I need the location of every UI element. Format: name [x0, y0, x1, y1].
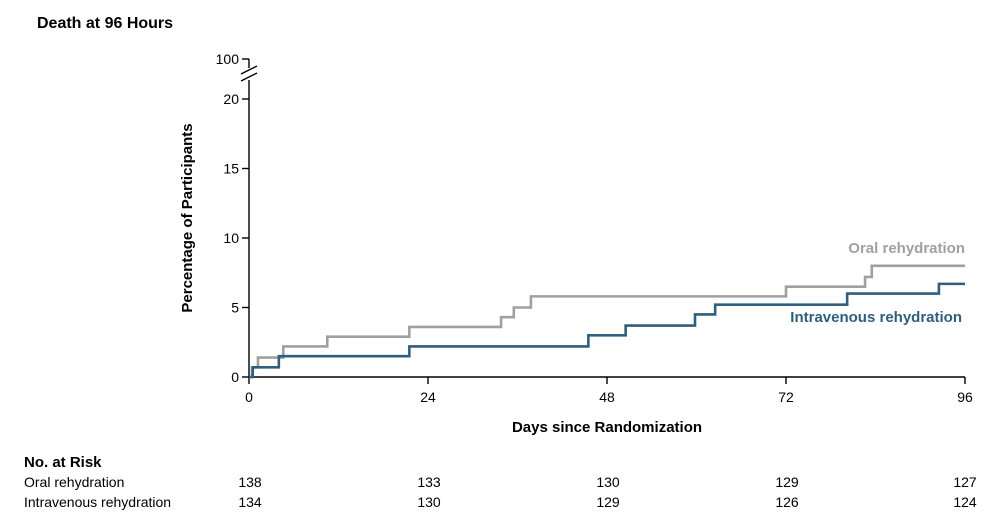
risk-row-label-oral: Oral rehydration: [24, 474, 124, 490]
y-tick-label: 10: [223, 230, 239, 246]
x-tick-label: 48: [599, 389, 615, 405]
series-layer: [249, 264, 965, 379]
risk-row-label-iv: Intravenous rehydration: [24, 494, 171, 510]
x-tick-label: 72: [778, 389, 794, 405]
x-tick-label: 24: [420, 389, 436, 405]
risk-value: 138: [238, 474, 262, 490]
series-line-iv: [249, 282, 965, 379]
risk-value: 126: [775, 494, 799, 510]
risk-value: 129: [775, 474, 799, 490]
chart-title: Death at 96 Hours: [37, 15, 173, 32]
y-tick-label: 0: [231, 369, 239, 385]
x-axis-title: Days since Randomization: [512, 419, 702, 436]
risk-value: 124: [953, 494, 977, 510]
y-axis: 100 0 5 10 15 20: [216, 51, 258, 385]
series-line-oral: [249, 264, 965, 379]
axis-break-mark-lower: [240, 72, 258, 82]
risk-value: 130: [417, 494, 441, 510]
series-label-oral: Oral rehydration: [848, 240, 965, 257]
y-tick-label: 15: [223, 161, 239, 177]
y-tick-label-100: 100: [216, 51, 240, 67]
risk-value: 130: [596, 474, 620, 490]
y-ticks: 0 5 10 15 20: [223, 91, 249, 385]
risk-table: No. at Risk Oral rehydration Intravenous…: [24, 454, 977, 510]
risk-value: 133: [417, 474, 441, 490]
series-label-iv: Intravenous rehydration: [790, 309, 962, 326]
risk-values: 138 133 130 129 127 134 130 129 126 124: [238, 474, 977, 510]
x-ticks: 0 24 48 72 96: [245, 377, 973, 405]
risk-value: 127: [953, 474, 977, 490]
x-tick-label: 0: [245, 389, 253, 405]
x-tick-label: 96: [957, 389, 973, 405]
risk-value: 129: [596, 494, 620, 510]
risk-value: 134: [238, 494, 262, 510]
x-axis: 0 24 48 72 96: [245, 376, 973, 405]
y-tick-label: 5: [231, 300, 239, 316]
axis-break-mark-upper: [240, 65, 258, 75]
risk-table-title: No. at Risk: [24, 454, 102, 471]
y-tick-label: 20: [223, 91, 239, 107]
y-axis-title: Percentage of Participants: [179, 123, 196, 312]
